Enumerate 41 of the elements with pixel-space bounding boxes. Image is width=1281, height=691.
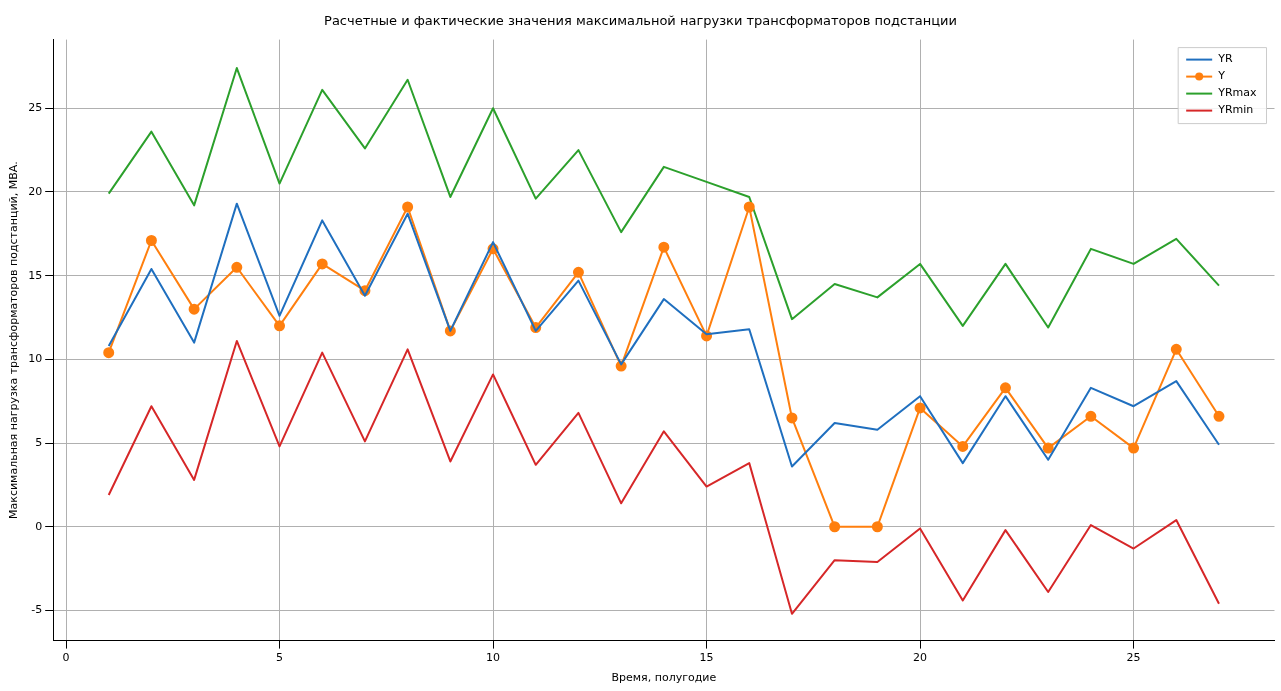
legend-label: YR	[1217, 52, 1233, 66]
y-tick-label: 0	[35, 519, 43, 533]
x-tick-label: 25	[1126, 651, 1141, 665]
point	[658, 241, 670, 253]
point	[743, 201, 755, 213]
point	[145, 234, 157, 246]
point	[188, 303, 200, 315]
y-tick-label: -5	[31, 603, 43, 617]
point	[829, 521, 841, 533]
x-axis-title: Время, полугодие	[611, 671, 717, 685]
point	[316, 258, 328, 270]
point	[572, 266, 584, 278]
point	[871, 521, 883, 533]
point	[1085, 410, 1097, 422]
point	[1042, 442, 1054, 454]
point	[1128, 442, 1140, 454]
point	[999, 382, 1011, 394]
x-tick-label: 20	[913, 651, 928, 665]
y-tick-label: 5	[35, 435, 43, 449]
legend-label: YRmax	[1217, 86, 1257, 100]
point	[231, 261, 243, 273]
point	[274, 320, 286, 332]
y-axis-title: Максимальная нагрузка трансформаторов подстанций, МВА.	[7, 161, 21, 519]
legend-label: Y	[1217, 69, 1226, 83]
x-tick-label: 15	[699, 651, 714, 665]
point	[1213, 410, 1225, 422]
x-tick-label: 10	[486, 651, 501, 665]
x-tick-label: 5	[276, 651, 284, 665]
legend-label: YRmin	[1217, 103, 1254, 117]
y-tick-label: 20	[28, 184, 43, 198]
point	[957, 440, 969, 452]
point	[103, 347, 115, 359]
x-tick-label: 0	[62, 651, 70, 665]
y-tick-label: 25	[28, 101, 43, 115]
point	[914, 402, 926, 414]
chart-title: Расчетные и фактические значения максимальной нагрузки трансформаторов подстанции	[324, 13, 957, 29]
y-tick-label: 10	[28, 352, 43, 366]
point	[402, 201, 414, 213]
point	[1170, 343, 1182, 355]
point	[786, 412, 798, 424]
y-tick-label: 15	[28, 268, 43, 282]
